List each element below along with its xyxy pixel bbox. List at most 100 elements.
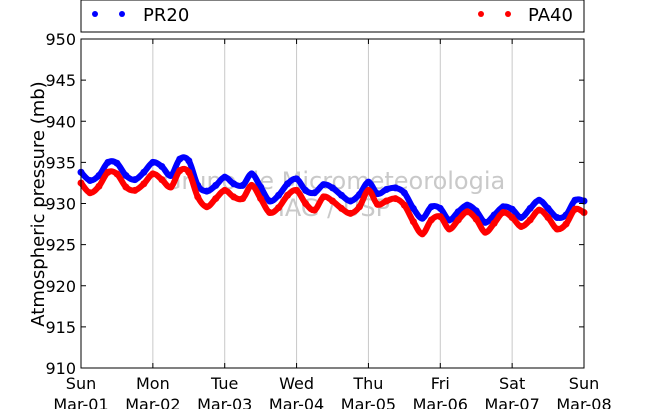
y-tick-label: 915 <box>45 318 76 337</box>
x-tick-label-day: Mon <box>136 374 170 393</box>
y-tick-label: 930 <box>45 195 76 214</box>
data-point <box>499 203 507 211</box>
data-point <box>355 203 363 211</box>
data-point <box>284 191 292 199</box>
x-tick-label-date: Mar-02 <box>125 395 180 409</box>
data-point <box>266 197 274 205</box>
data-point <box>257 183 265 191</box>
data-point <box>221 173 229 181</box>
data-point <box>311 206 319 214</box>
data-point <box>104 168 112 176</box>
x-tick-label-date: Mar-07 <box>484 395 539 409</box>
y-tick-label: 940 <box>45 112 76 131</box>
data-point <box>490 219 498 227</box>
data-point <box>418 214 426 222</box>
data-point <box>517 223 525 231</box>
data-point <box>95 172 103 180</box>
data-point <box>239 195 247 203</box>
data-point <box>346 197 354 205</box>
legend-marker <box>92 11 98 17</box>
data-point <box>436 204 444 212</box>
data-point <box>445 216 453 224</box>
legend-label: PA40 <box>528 5 573 26</box>
data-point <box>329 184 336 192</box>
data-point <box>427 216 435 224</box>
data-point <box>293 186 301 194</box>
data-series <box>77 154 588 238</box>
data-point <box>535 196 543 204</box>
x-tick-label-date: Mar-08 <box>556 395 611 409</box>
legend-box <box>80 0 585 33</box>
x-tick-label-day: Wed <box>279 374 314 393</box>
data-point <box>266 209 274 217</box>
data-point <box>302 200 310 207</box>
legend: PR20 PA40 <box>80 0 585 33</box>
data-point <box>167 172 175 180</box>
y-tick-label: 950 <box>45 30 76 49</box>
y-axis-label: Atmospheric pressure (mb) <box>28 81 49 326</box>
y-tick-label: 945 <box>45 71 76 90</box>
series-pr20 <box>77 154 588 226</box>
data-point <box>131 176 139 184</box>
x-tick-label-day: Sun <box>569 374 599 393</box>
data-point <box>382 197 390 205</box>
data-point <box>445 225 453 233</box>
data-point <box>463 208 471 216</box>
data-point <box>320 181 328 189</box>
y-tick-label: 910 <box>45 359 76 378</box>
data-point <box>553 213 561 221</box>
data-point <box>230 180 238 188</box>
data-point <box>481 218 489 226</box>
data-point <box>293 175 301 183</box>
data-point <box>535 206 543 214</box>
data-point <box>113 170 121 178</box>
data-point <box>185 168 193 176</box>
data-point <box>400 201 408 209</box>
data-point <box>409 204 417 212</box>
data-point <box>427 203 435 211</box>
data-point <box>544 213 552 221</box>
data-point <box>275 191 283 199</box>
data-point <box>337 191 345 199</box>
legend-marker <box>478 11 484 17</box>
data-point <box>185 157 193 165</box>
legend-label: PR20 <box>143 5 189 26</box>
data-point <box>346 209 354 217</box>
data-point <box>131 186 139 194</box>
data-point <box>364 178 372 186</box>
x-tick-label-day: Thu <box>352 374 383 393</box>
data-point <box>140 168 148 176</box>
data-point <box>95 182 103 190</box>
data-point <box>311 189 319 197</box>
data-point <box>508 213 516 221</box>
data-point <box>212 181 220 189</box>
data-point <box>517 213 525 221</box>
data-point <box>122 172 130 180</box>
legend-marker <box>119 11 125 17</box>
data-point <box>329 197 336 205</box>
data-point <box>391 195 399 203</box>
vertical-gridlines <box>152 39 513 368</box>
data-point <box>221 186 229 194</box>
data-point <box>571 196 579 204</box>
x-tick-label-day: Tue <box>210 374 238 393</box>
data-point <box>508 205 516 213</box>
legend-marker <box>505 11 511 17</box>
x-tick-label-date: Mar-01 <box>53 395 108 409</box>
data-point <box>212 195 220 203</box>
data-point <box>158 176 166 184</box>
x-tick-label-date: Mar-05 <box>341 395 396 409</box>
x-tick-label-date: Mar-04 <box>269 395 324 409</box>
data-point <box>562 220 570 228</box>
data-point <box>454 216 462 224</box>
data-point <box>275 204 283 212</box>
data-point <box>248 181 256 189</box>
data-point <box>149 170 157 178</box>
data-point <box>418 230 426 238</box>
data-point <box>284 180 292 188</box>
data-point <box>176 167 184 175</box>
data-point <box>382 186 390 194</box>
data-point <box>499 209 507 217</box>
x-tick-label-day: Sun <box>66 374 96 393</box>
